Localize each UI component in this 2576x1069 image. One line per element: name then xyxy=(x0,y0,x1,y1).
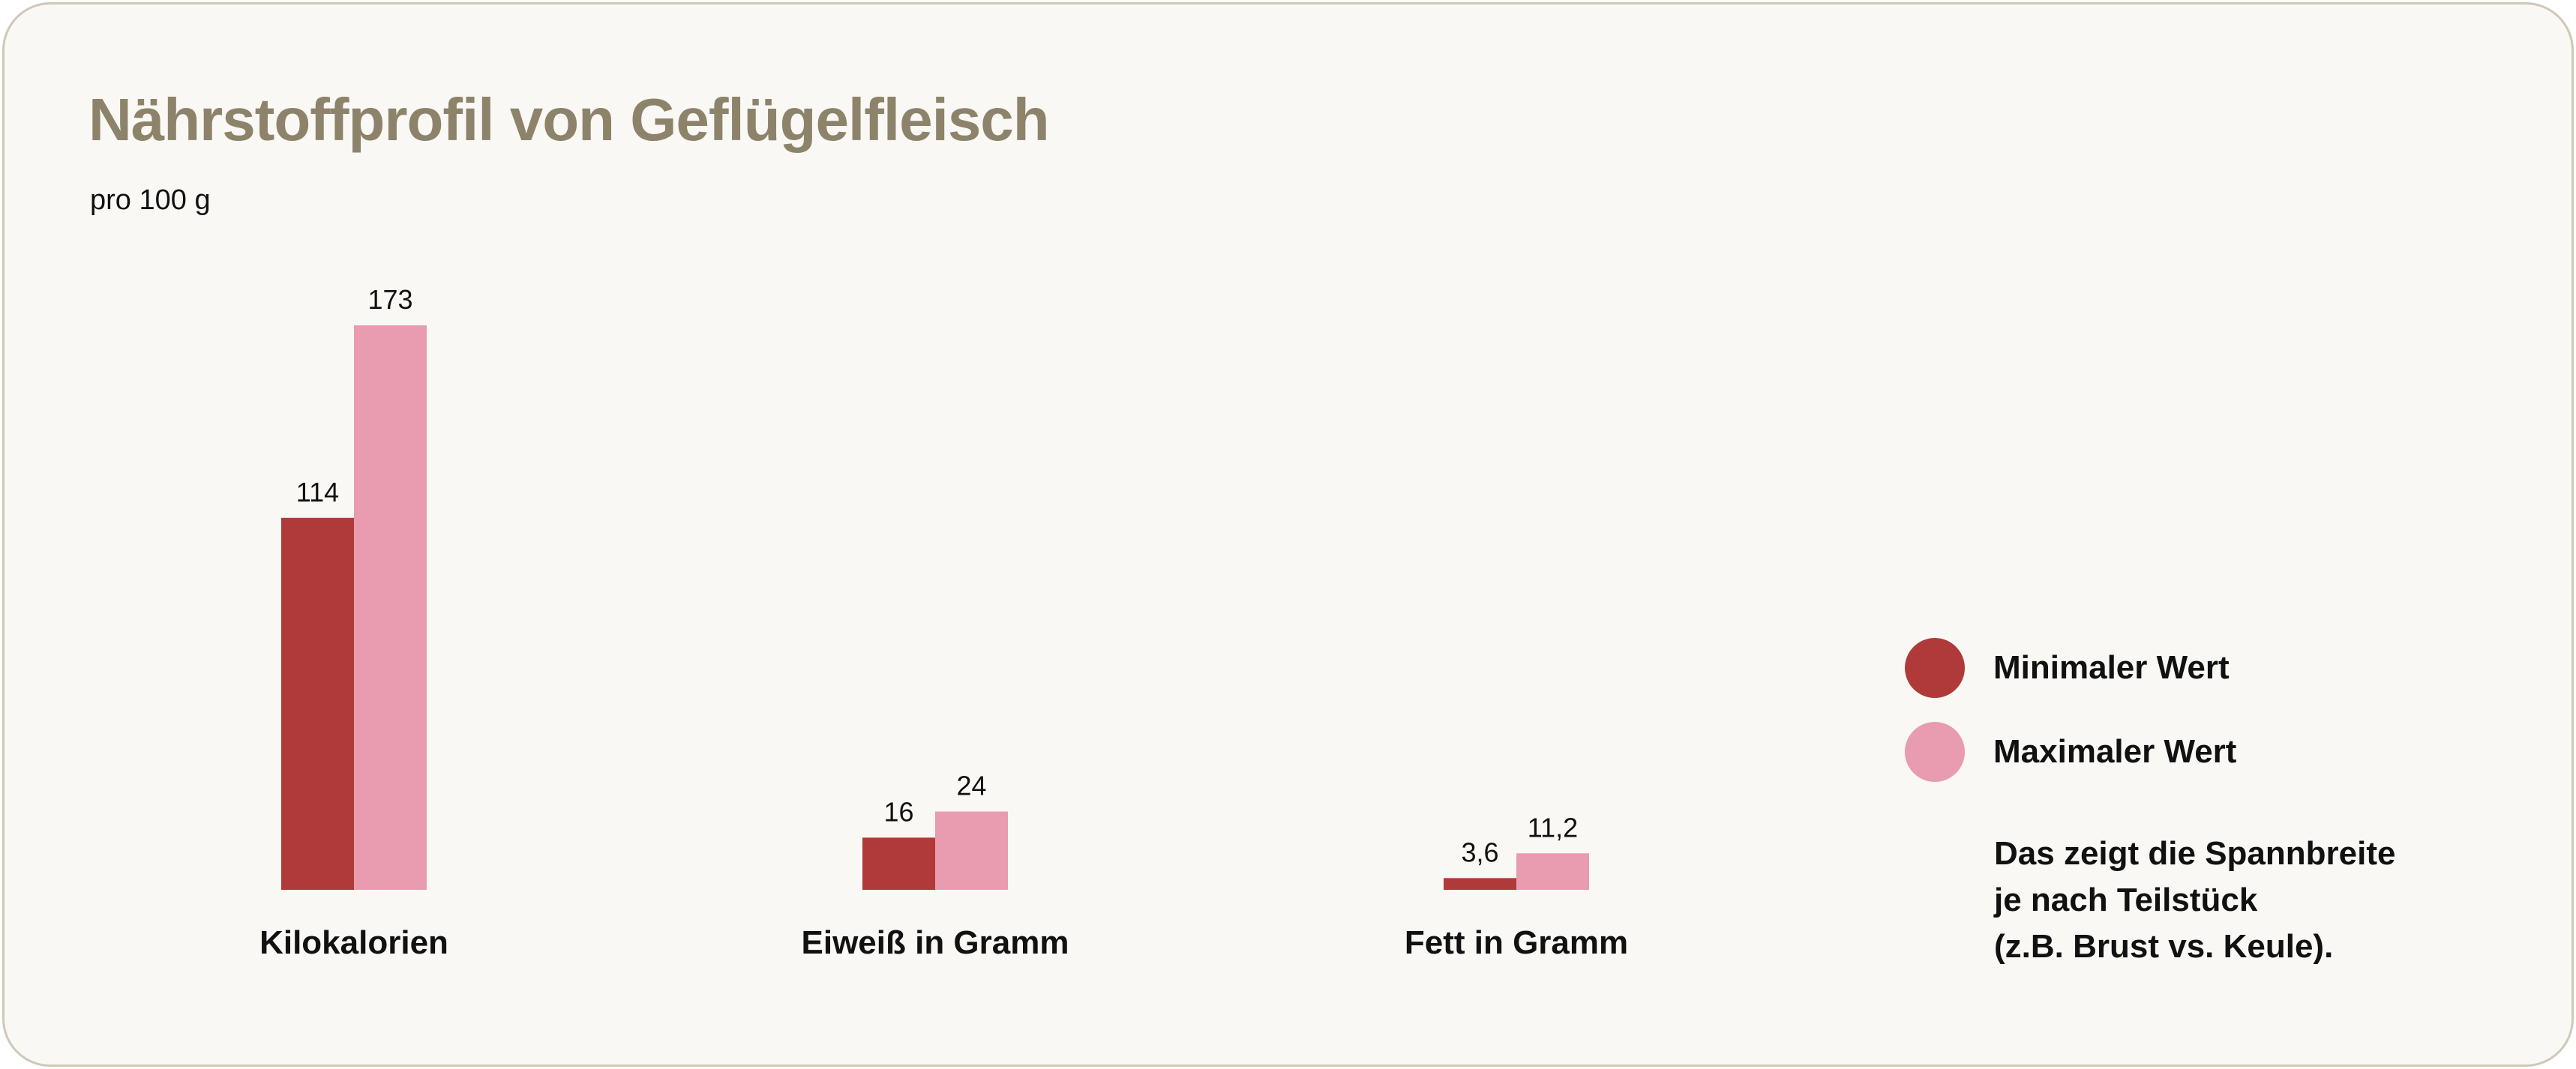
bar-min xyxy=(281,517,354,890)
note-line: Das zeigt die Spannbreite xyxy=(1994,835,2396,872)
category-label: Eiweiß in Gramm xyxy=(802,924,1069,961)
data-label: 114 xyxy=(296,477,339,508)
bar-max xyxy=(935,811,1008,890)
legend-label-min: Minimaler Wert xyxy=(1993,649,2230,686)
bar-min xyxy=(862,837,935,890)
legend-swatch-min xyxy=(1905,638,1965,698)
chart-note: Das zeigt die Spannbreite je nach Teilst… xyxy=(1994,831,2519,970)
legend-swatch-max xyxy=(1905,722,1965,782)
bar-max xyxy=(1516,853,1589,890)
data-label: 24 xyxy=(956,771,986,801)
data-label: 3,6 xyxy=(1461,837,1498,867)
data-label: 173 xyxy=(367,284,412,315)
legend-item-min: Minimaler Wert xyxy=(1905,638,2230,698)
chart-subtitle: pro 100 g xyxy=(90,184,211,216)
bar-min xyxy=(1444,878,1516,890)
chart-title: Nährstoffprofil von Geflügelfleisch xyxy=(88,86,1050,153)
legend-item-max: Maximaler Wert xyxy=(1905,722,2236,782)
data-label: 16 xyxy=(883,796,913,827)
legend-label-max: Maximaler Wert xyxy=(1993,733,2237,770)
note-line: je nach Teilstück xyxy=(1994,882,2258,918)
category-label: Fett in Gramm xyxy=(1405,924,1628,961)
category-label: Kilokalorien xyxy=(259,924,448,961)
bar-max xyxy=(354,325,427,890)
note-line: (z.B. Brust vs. Keule). xyxy=(1994,928,2334,965)
data-label: 11,2 xyxy=(1528,812,1578,843)
